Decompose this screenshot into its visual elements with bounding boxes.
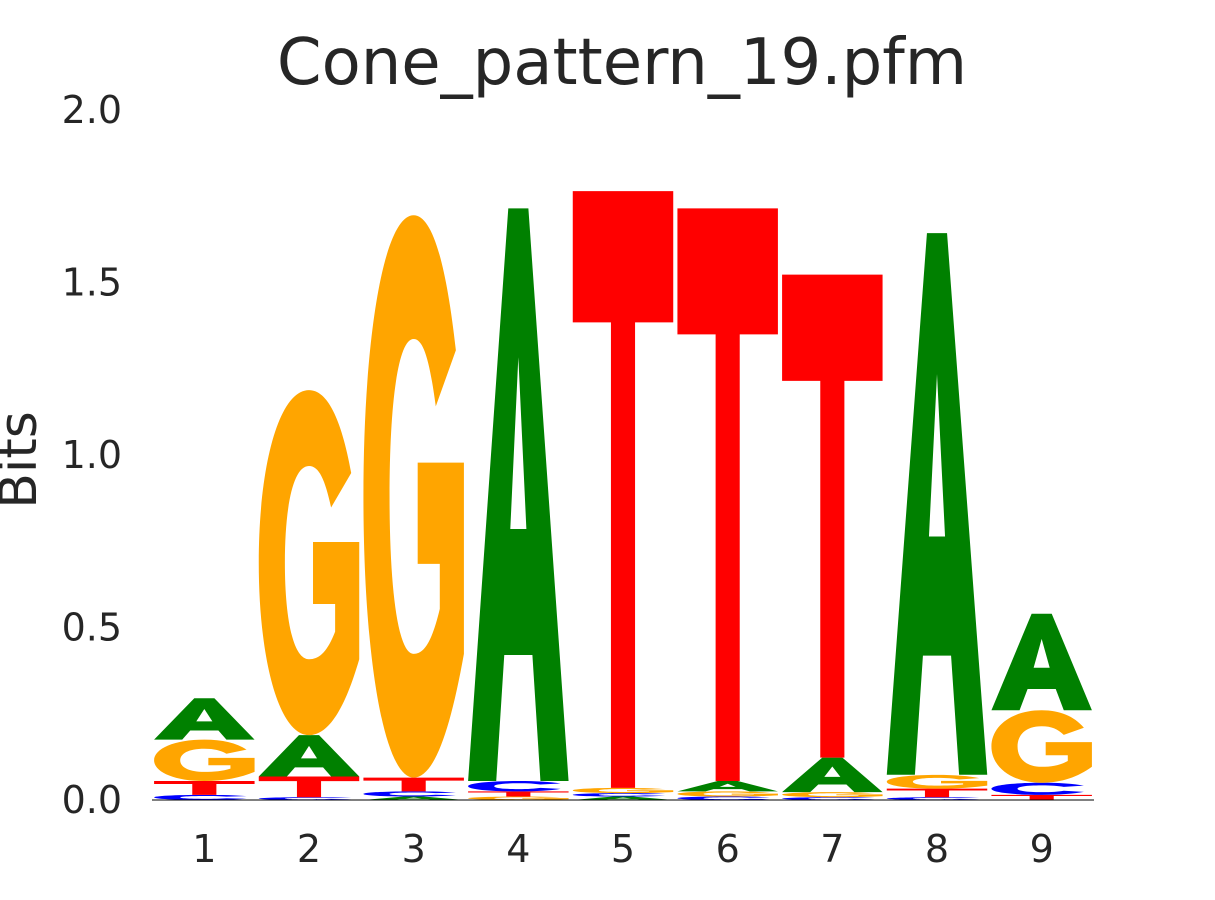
letter-c-mark xyxy=(886,797,980,800)
position-stack-3 xyxy=(363,215,464,800)
y-tick-label: 0.0 xyxy=(62,778,122,822)
letter-a-mark xyxy=(782,757,883,793)
letter-g-mark xyxy=(572,787,674,794)
letter-g-mark xyxy=(363,215,464,778)
position-stack-6 xyxy=(677,208,778,800)
letter-c-mark xyxy=(258,797,352,800)
letter-t-mark xyxy=(468,791,569,797)
letter-t-mark xyxy=(886,788,988,798)
letter-c-mark xyxy=(991,782,1084,795)
x-axis-ticks: 1 2 3 4 5 6 7 8 9 xyxy=(192,827,1054,871)
letter-c-mark xyxy=(572,793,666,797)
x-tick-label: 9 xyxy=(1030,827,1054,871)
letter-g-mark xyxy=(468,796,569,800)
position-stack-1 xyxy=(154,698,255,800)
x-tick-label: 8 xyxy=(925,827,949,871)
position-stack-8 xyxy=(886,233,988,800)
letter-t-mark xyxy=(154,781,255,795)
letter-c-mark xyxy=(677,796,770,800)
letter-a-mark xyxy=(991,613,1092,711)
letter-a-mark xyxy=(677,781,778,792)
y-axis-label: Bits xyxy=(0,411,49,509)
position-stack-2 xyxy=(258,390,360,800)
letter-t-mark xyxy=(572,191,674,788)
letter-g-mark xyxy=(258,390,360,736)
x-tick-label: 2 xyxy=(297,827,321,871)
position-stack-4 xyxy=(468,208,569,800)
letter-g-mark xyxy=(154,739,255,782)
x-tick-label: 5 xyxy=(611,827,635,871)
letter-t-mark xyxy=(258,776,360,798)
letter-g-mark xyxy=(782,792,883,798)
letter-g-mark xyxy=(677,791,778,797)
x-tick-label: 6 xyxy=(716,827,740,871)
position-stack-9 xyxy=(991,613,1092,800)
letter-c-mark xyxy=(468,781,561,792)
letter-c-mark xyxy=(782,797,875,800)
y-axis-ticks: 0.0 0.5 1.0 1.5 2.0 xyxy=(62,88,122,822)
position-stack-7 xyxy=(782,274,883,800)
letter-t-mark xyxy=(363,777,464,792)
letter-a-mark xyxy=(363,796,464,800)
position-stack-5 xyxy=(572,191,674,800)
letter-a-mark xyxy=(886,233,988,775)
letter-a-mark xyxy=(154,698,255,740)
letter-a-mark xyxy=(258,735,360,777)
x-tick-label: 3 xyxy=(402,827,426,871)
x-tick-label: 7 xyxy=(820,827,844,871)
y-tick-label: 1.0 xyxy=(62,433,122,477)
y-tick-label: 1.5 xyxy=(62,261,122,305)
letter-c-mark xyxy=(154,794,247,800)
y-tick-label: 2.0 xyxy=(62,88,122,132)
letter-c-mark xyxy=(363,791,456,797)
chart-title: Cone_pattern_19.pfm xyxy=(277,26,967,100)
letter-a-mark xyxy=(468,208,569,782)
letter-g-mark xyxy=(991,710,1092,783)
letter-g-mark xyxy=(886,774,988,789)
letter-stacks xyxy=(154,191,1092,800)
letter-t-mark xyxy=(677,208,778,782)
letter-t-mark xyxy=(991,794,1092,800)
letter-a-mark xyxy=(572,796,674,800)
letter-t-mark xyxy=(782,274,883,758)
x-tick-label: 4 xyxy=(506,827,530,871)
x-tick-label: 1 xyxy=(192,827,216,871)
y-tick-label: 0.5 xyxy=(62,606,122,650)
